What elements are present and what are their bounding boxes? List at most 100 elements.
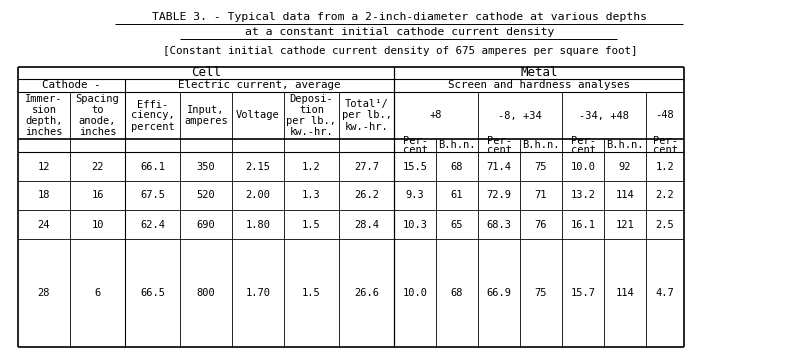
Text: 92: 92 xyxy=(618,161,631,171)
Text: Per-: Per- xyxy=(402,136,427,146)
Text: 61: 61 xyxy=(450,191,463,201)
Text: depth,: depth, xyxy=(26,116,62,126)
Text: 72.9: 72.9 xyxy=(486,191,511,201)
Text: 2.2: 2.2 xyxy=(656,191,674,201)
Text: Effi-: Effi- xyxy=(137,100,168,110)
Text: 520: 520 xyxy=(197,191,215,201)
Text: 10: 10 xyxy=(91,220,104,230)
Text: 75: 75 xyxy=(534,161,547,171)
Text: 68: 68 xyxy=(450,161,463,171)
Text: kw.-hr.: kw.-hr. xyxy=(345,121,388,131)
Text: Spacing: Spacing xyxy=(76,94,119,104)
Text: 9.3: 9.3 xyxy=(406,191,424,201)
Text: -34, +48: -34, +48 xyxy=(579,111,629,121)
Text: 1.5: 1.5 xyxy=(302,220,321,230)
Text: 15.5: 15.5 xyxy=(402,161,427,171)
Text: 1.80: 1.80 xyxy=(246,220,270,230)
Text: Electric current, average: Electric current, average xyxy=(178,80,341,91)
Text: to: to xyxy=(91,105,104,115)
Text: -48: -48 xyxy=(656,111,674,121)
Text: 68: 68 xyxy=(450,288,463,298)
Text: amperes: amperes xyxy=(184,116,228,126)
Text: 1.70: 1.70 xyxy=(246,288,270,298)
Text: Metal: Metal xyxy=(520,66,558,80)
Text: 66.1: 66.1 xyxy=(140,161,165,171)
Text: 24: 24 xyxy=(38,220,50,230)
Text: 690: 690 xyxy=(197,220,215,230)
Text: 15.7: 15.7 xyxy=(570,288,595,298)
Text: 2.5: 2.5 xyxy=(656,220,674,230)
Text: per lb.,: per lb., xyxy=(342,111,391,121)
Text: B.h.n.: B.h.n. xyxy=(438,141,476,151)
Text: 10.3: 10.3 xyxy=(402,220,427,230)
Text: 6: 6 xyxy=(94,288,101,298)
Text: 26.2: 26.2 xyxy=(354,191,379,201)
Text: 26.6: 26.6 xyxy=(354,288,379,298)
Text: 16: 16 xyxy=(91,191,104,201)
Text: +8: +8 xyxy=(430,111,442,121)
Text: 28.4: 28.4 xyxy=(354,220,379,230)
Text: 2.00: 2.00 xyxy=(246,191,270,201)
Text: 12: 12 xyxy=(38,161,50,171)
Text: B.h.n.: B.h.n. xyxy=(606,141,644,151)
Text: 2.15: 2.15 xyxy=(246,161,270,171)
Text: 22: 22 xyxy=(91,161,104,171)
Text: percent: percent xyxy=(130,121,174,131)
Text: 66.9: 66.9 xyxy=(486,288,511,298)
Text: Total¹/: Total¹/ xyxy=(345,100,388,110)
Text: Cell: Cell xyxy=(191,66,221,80)
Text: 114: 114 xyxy=(616,288,634,298)
Text: Per-: Per- xyxy=(486,136,511,146)
Text: 66.5: 66.5 xyxy=(140,288,165,298)
Text: 114: 114 xyxy=(616,191,634,201)
Text: 68.3: 68.3 xyxy=(486,220,511,230)
Text: 1.5: 1.5 xyxy=(302,288,321,298)
Text: Per-: Per- xyxy=(653,136,678,146)
Text: 62.4: 62.4 xyxy=(140,220,165,230)
Text: cent: cent xyxy=(402,145,427,155)
Text: cent: cent xyxy=(570,145,595,155)
Text: 76: 76 xyxy=(534,220,547,230)
Text: at a constant initial cathode current density: at a constant initial cathode current de… xyxy=(246,27,554,37)
Text: ciency,: ciency, xyxy=(130,111,174,121)
Text: 67.5: 67.5 xyxy=(140,191,165,201)
Text: kw.-hr.: kw.-hr. xyxy=(290,127,334,137)
Text: Deposi-: Deposi- xyxy=(290,94,334,104)
Text: Immer-: Immer- xyxy=(26,94,62,104)
Text: inches: inches xyxy=(78,127,116,137)
Text: anode,: anode, xyxy=(78,116,116,126)
Text: 27.7: 27.7 xyxy=(354,161,379,171)
Text: 71: 71 xyxy=(534,191,547,201)
Text: Screen and hardness analyses: Screen and hardness analyses xyxy=(448,80,630,91)
Text: Input,: Input, xyxy=(187,105,225,115)
Text: Cathode -: Cathode - xyxy=(42,80,101,91)
Text: cent: cent xyxy=(653,145,678,155)
Text: -8, +34: -8, +34 xyxy=(498,111,542,121)
Text: [Constant initial cathode current density of 675 amperes per square foot]: [Constant initial cathode current densit… xyxy=(162,46,638,56)
Text: per lb.,: per lb., xyxy=(286,116,337,126)
Text: 10.0: 10.0 xyxy=(402,288,427,298)
Text: tion: tion xyxy=(299,105,324,115)
Text: 1.3: 1.3 xyxy=(302,191,321,201)
Text: 1.2: 1.2 xyxy=(302,161,321,171)
Text: 28: 28 xyxy=(38,288,50,298)
Text: sion: sion xyxy=(31,105,57,115)
Text: TABLE 3. - Typical data from a 2-inch-diameter cathode at various depths: TABLE 3. - Typical data from a 2-inch-di… xyxy=(153,12,647,22)
Text: inches: inches xyxy=(26,127,62,137)
Text: 121: 121 xyxy=(616,220,634,230)
Text: 4.7: 4.7 xyxy=(656,288,674,298)
Text: 13.2: 13.2 xyxy=(570,191,595,201)
Text: 16.1: 16.1 xyxy=(570,220,595,230)
Text: 10.0: 10.0 xyxy=(570,161,595,171)
Text: 71.4: 71.4 xyxy=(486,161,511,171)
Text: 800: 800 xyxy=(197,288,215,298)
Text: 1.2: 1.2 xyxy=(656,161,674,171)
Text: cent: cent xyxy=(486,145,511,155)
Text: Per-: Per- xyxy=(570,136,595,146)
Text: Voltage: Voltage xyxy=(236,111,280,121)
Text: 75: 75 xyxy=(534,288,547,298)
Text: 18: 18 xyxy=(38,191,50,201)
Text: 65: 65 xyxy=(450,220,463,230)
Text: B.h.n.: B.h.n. xyxy=(522,141,560,151)
Text: 350: 350 xyxy=(197,161,215,171)
